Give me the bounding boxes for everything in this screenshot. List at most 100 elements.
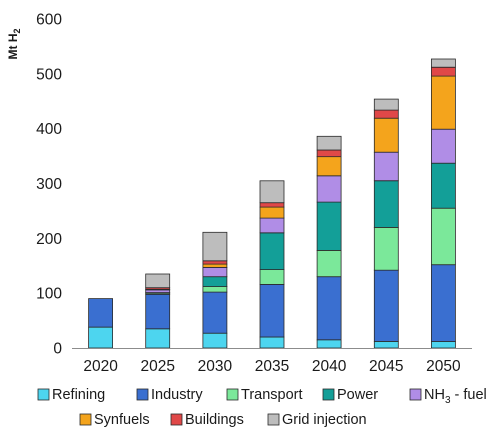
bar-segment-power: [430, 162, 456, 209]
legend-label-main: NH: [424, 387, 445, 403]
bar-segment-industry: [316, 276, 342, 341]
legend-label: Industry: [151, 387, 203, 403]
bar-segment-synfuels: [202, 263, 228, 268]
bar-segment-nh3-fuel: [259, 217, 285, 234]
bar-stacks: [88, 58, 456, 349]
bar-segment-buildings: [259, 202, 285, 208]
x-tick-label: 2030: [198, 358, 233, 375]
bar-segment-grid-injection: [145, 273, 171, 289]
x-tick-label: 2050: [426, 358, 461, 375]
legend-item: Transport: [226, 387, 303, 403]
bar-segment-nh3-fuel: [202, 266, 228, 278]
legend: Refining Industry Transport Power NH3 - fuel…: [37, 387, 487, 428]
y-axis-title-main: Mt H: [6, 34, 20, 60]
x-tick-label: 2025: [140, 358, 174, 375]
bar-segment-grid-injection: [259, 180, 285, 204]
bar-segment-industry: [145, 293, 171, 330]
x-tick-label: 2020: [83, 358, 118, 375]
bar-stack-2035: [259, 180, 285, 349]
y-tick-label: 300: [36, 176, 62, 193]
x-axis-tick-labels: 2020 2025 2030 2035 2040 2045 2050: [83, 358, 461, 375]
legend-swatch: [37, 388, 50, 401]
legend-item: Industry: [136, 387, 203, 403]
legend-item: Power: [322, 387, 378, 403]
legend-label: Buildings: [185, 412, 244, 428]
y-tick-label: 600: [36, 12, 62, 29]
bar-segment-power: [259, 232, 285, 270]
bar-segment-grid-injection: [316, 135, 342, 151]
legend-item: Refining: [37, 387, 105, 403]
bar-segment-industry: [430, 264, 456, 342]
bar-segment-transport: [430, 207, 456, 266]
bar-segment-synfuels: [259, 206, 285, 219]
bar-segment-buildings: [316, 149, 342, 158]
bar-stack-2050: [430, 58, 456, 349]
bar-segment-transport: [316, 249, 342, 278]
y-tick-label: 0: [53, 341, 62, 358]
bar-segment-nh3-fuel: [373, 151, 399, 182]
legend-label: NH3 - fuel: [424, 387, 487, 406]
bar-segment-grid-injection: [373, 98, 399, 111]
bar-stack-2045: [373, 98, 399, 349]
bar-segment-grid-injection: [430, 58, 456, 68]
bar-segment-synfuels: [373, 117, 399, 153]
legend-swatch: [226, 388, 239, 401]
bar-segment-refining: [259, 336, 285, 349]
bar-segment-industry: [202, 291, 228, 334]
y-tick-label: 200: [36, 231, 62, 248]
bar-segment-nh3-fuel: [430, 128, 456, 164]
legend-swatch: [409, 388, 422, 401]
legend-item: NH3 - fuel: [409, 387, 487, 406]
legend-label: Synfuels: [94, 412, 150, 428]
bar-segment-grid-injection: [202, 231, 228, 262]
bar-segment-transport: [259, 269, 285, 285]
bar-segment-nh3-fuel: [145, 289, 171, 293]
y-tick-label: 500: [36, 66, 62, 83]
bar-segment-refining: [430, 340, 456, 349]
x-tick-label: 2040: [312, 358, 347, 375]
bar-segment-synfuels: [430, 75, 456, 130]
y-axis-title: Mt H2: [6, 28, 22, 59]
x-tick-label: 2035: [255, 358, 289, 375]
x-tick-label: 2045: [369, 358, 403, 375]
bar-segment-buildings: [430, 66, 456, 77]
bar-segment-refining: [145, 328, 171, 349]
y-tick-label: 400: [36, 121, 62, 138]
legend-label: Refining: [52, 387, 105, 403]
y-axis-tick-labels: 0 100 200 300 400 500 600: [36, 12, 62, 358]
y-tick-label: 100: [36, 286, 62, 303]
legend-label: Grid injection: [282, 412, 367, 428]
bar-stack-2020: [88, 298, 113, 349]
bar-segment-refining: [88, 326, 113, 349]
bar-segment-power: [316, 201, 342, 251]
legend-swatch: [136, 388, 149, 401]
legend-item: Buildings: [170, 412, 244, 428]
legend-item: Grid injection: [267, 412, 367, 428]
bar-segment-refining: [373, 340, 399, 349]
bar-stack-2040: [316, 135, 342, 349]
bar-segment-industry: [88, 298, 113, 328]
legend-label: Transport: [241, 387, 303, 403]
bar-segment-transport: [202, 286, 228, 293]
bar-stack-2030: [202, 231, 228, 349]
legend-item: Synfuels: [79, 412, 150, 428]
bar-segment-refining: [202, 332, 228, 349]
bar-segment-transport: [373, 226, 399, 271]
legend-label-rest: - fuel: [451, 387, 487, 403]
bar-segment-nh3-fuel: [316, 175, 342, 203]
svg-text:Mt H2: Mt H2: [6, 28, 22, 59]
bar-segment-power: [373, 180, 399, 228]
legend-swatch: [322, 388, 335, 401]
y-axis-title-subscript: 2: [12, 28, 22, 33]
bar-segment-synfuels: [316, 156, 342, 177]
bar-segment-refining: [316, 339, 342, 349]
legend-swatch: [170, 413, 183, 426]
bar-segment-buildings: [373, 109, 399, 119]
bar-segment-industry: [373, 269, 399, 342]
bar-stack-2025: [145, 273, 171, 349]
legend-label-subscript: 3: [445, 395, 451, 406]
legend-swatch: [79, 413, 92, 426]
legend-label: Power: [337, 387, 378, 403]
bar-segment-industry: [259, 283, 285, 338]
